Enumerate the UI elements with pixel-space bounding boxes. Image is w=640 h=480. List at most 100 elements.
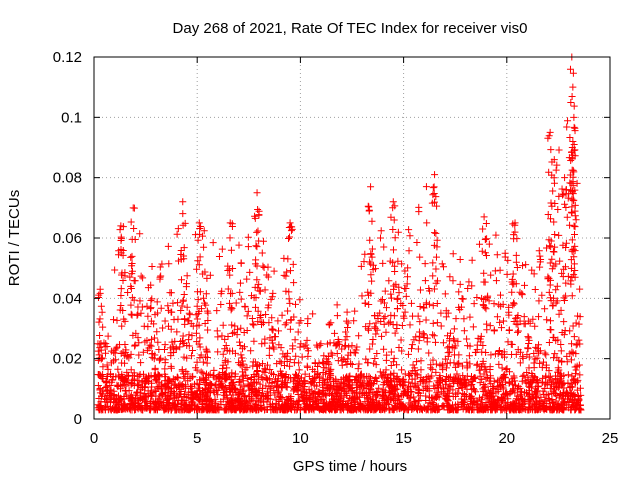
data-point <box>99 323 107 331</box>
data-point <box>258 373 266 381</box>
data-point <box>176 343 184 351</box>
data-point <box>171 381 179 389</box>
data-point <box>425 378 433 386</box>
data-point <box>271 391 279 399</box>
data-point <box>426 374 434 382</box>
data-point <box>480 269 488 277</box>
data-point <box>569 377 577 385</box>
data-point <box>449 401 457 409</box>
data-point <box>549 187 557 195</box>
data-point <box>195 261 203 269</box>
data-point <box>260 392 268 400</box>
data-point <box>558 357 566 365</box>
data-point <box>394 294 402 302</box>
data-point <box>561 326 569 334</box>
data-point <box>573 179 581 187</box>
data-point <box>514 346 522 354</box>
data-point <box>286 219 294 227</box>
data-point <box>125 395 133 403</box>
data-point <box>552 383 560 391</box>
data-point <box>476 379 484 387</box>
data-point <box>178 366 186 374</box>
data-point <box>153 383 161 391</box>
data-point <box>127 301 135 309</box>
data-point <box>102 349 110 357</box>
data-point <box>482 219 490 227</box>
data-point <box>275 327 283 335</box>
data-point <box>432 368 440 376</box>
x-tick-label: 5 <box>193 430 201 447</box>
data-point <box>151 398 159 406</box>
data-point <box>242 371 250 379</box>
data-point <box>163 397 171 405</box>
data-point <box>94 340 102 348</box>
data-point <box>545 395 553 402</box>
data-point <box>570 168 578 176</box>
data-point <box>512 403 520 411</box>
data-point <box>159 324 167 332</box>
data-point <box>568 390 576 398</box>
data-point <box>559 241 567 249</box>
data-point <box>455 288 463 296</box>
data-point <box>289 345 297 353</box>
data-point <box>153 405 161 413</box>
data-point <box>148 295 156 303</box>
data-point <box>385 277 393 285</box>
data-point <box>237 324 245 332</box>
data-point <box>337 378 345 386</box>
data-point <box>151 366 159 374</box>
data-point <box>341 336 349 344</box>
data-point <box>344 381 352 389</box>
data-point <box>265 301 273 309</box>
data-point <box>201 268 209 276</box>
data-point <box>441 355 449 363</box>
data-point <box>463 385 471 393</box>
data-point <box>436 374 444 382</box>
data-point <box>182 283 190 291</box>
data-point <box>196 253 204 261</box>
data-point <box>433 389 441 397</box>
data-point <box>389 198 397 206</box>
data-point <box>531 322 539 330</box>
data-point <box>405 399 413 407</box>
data-point <box>463 335 471 343</box>
data-point <box>454 406 462 414</box>
data-point <box>120 375 128 383</box>
data-point <box>344 351 352 359</box>
data-point <box>490 377 498 385</box>
data-point <box>351 393 359 401</box>
data-point <box>569 245 577 253</box>
data-point <box>575 395 583 403</box>
data-point <box>368 217 376 225</box>
data-point <box>415 337 423 345</box>
data-point <box>519 262 527 270</box>
y-tick-label: 0.08 <box>53 170 82 187</box>
data-point <box>309 404 317 412</box>
data-point <box>304 347 312 355</box>
axis-ticks <box>93 56 611 420</box>
data-point <box>295 366 303 374</box>
data-point <box>557 347 565 355</box>
data-point <box>404 264 412 272</box>
data-point <box>296 296 304 304</box>
data-point <box>432 360 440 368</box>
data-point <box>410 398 418 406</box>
data-point <box>496 291 504 299</box>
data-point <box>258 249 266 257</box>
data-point <box>104 372 112 380</box>
data-point <box>124 289 132 297</box>
data-point <box>238 362 246 370</box>
data-point <box>320 364 328 372</box>
data-point <box>295 397 303 405</box>
data-point <box>343 333 351 341</box>
x-tick-label: 20 <box>498 430 515 447</box>
data-point <box>352 346 360 354</box>
data-point <box>135 402 143 410</box>
data-point <box>531 355 539 363</box>
data-point <box>148 262 156 270</box>
data-point <box>513 314 521 322</box>
data-point <box>286 404 294 412</box>
data-point <box>496 266 504 274</box>
data-point <box>501 249 509 257</box>
data-point <box>518 377 526 385</box>
